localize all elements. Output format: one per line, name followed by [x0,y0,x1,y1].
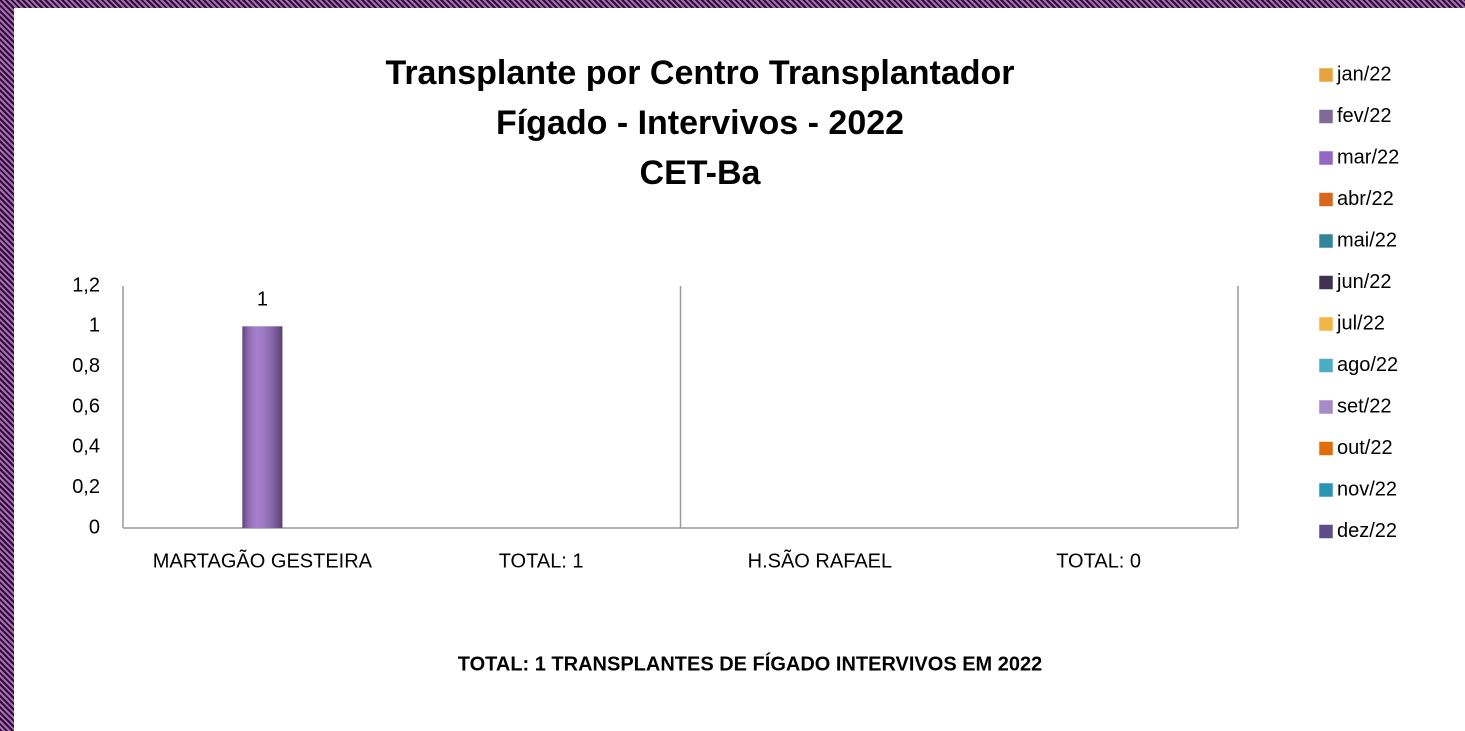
y-tick-label: 1,2 [72,274,100,296]
legend-swatch [1318,482,1334,498]
legend-label: fev/22 [1337,105,1391,127]
legend-label: mar/22 [1337,146,1399,168]
chart-title: Transplante por Centro Transplantador [385,54,1014,92]
y-tick-label: 0,6 [72,395,100,417]
legend-swatch [1318,233,1334,249]
x-tick-label: H.SÃO RAFAEL [748,548,893,572]
legend-label: dez/22 [1337,520,1397,542]
x-tick-label: TOTAL: 0 [1056,550,1141,572]
legend-label: jul/22 [1336,312,1385,334]
legend-swatch [1318,275,1334,290]
annotation: TOTAL: 1 TRANSPLANTES DE FÍGADO INTERVIV… [458,652,1043,675]
x-tick-label: TOTAL: 1 [499,550,584,572]
chart-subtitle: CET-Ba [640,154,762,192]
legend-label: set/22 [1337,395,1391,417]
legend-label: abr/22 [1337,188,1394,210]
y-tick-label: 0,2 [72,476,100,498]
legend-swatch [1318,109,1334,124]
legend-swatch [1318,524,1334,539]
legend-swatch [1318,192,1334,207]
bar-shade [242,326,283,528]
y-tick-label: 0,4 [72,436,100,458]
x-tick-label: MARTAGÃO GESTEIRA [153,548,373,572]
legend-label: ago/22 [1337,354,1398,376]
legend-swatch [1318,358,1334,373]
legend-swatch [1318,441,1334,456]
legend-label: mai/22 [1337,229,1397,251]
legend-swatch [1318,316,1334,332]
y-tick-label: 0 [89,516,100,538]
legend-swatch [1318,399,1334,415]
legend-swatch [1318,67,1334,83]
legend-label: out/22 [1337,437,1393,459]
data-label: 1 [257,289,268,311]
y-tick-label: 0,8 [72,355,100,377]
legend-label: nov/22 [1337,478,1397,500]
y-tick-label: 1 [89,315,100,337]
legend-label: jan/22 [1336,63,1392,85]
legend-swatch [1318,150,1334,166]
legend-label: jun/22 [1336,271,1392,293]
chart-subtitle: Fígado - Intervivos - 2022 [496,104,904,142]
